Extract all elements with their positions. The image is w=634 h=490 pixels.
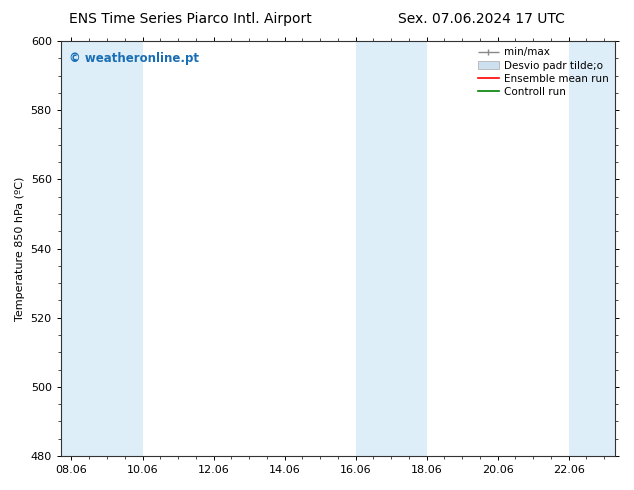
Bar bbox=[61, 41, 143, 456]
Legend: min/max, Desvio padr tilde;o, Ensemble mean run, Controll run: min/max, Desvio padr tilde;o, Ensemble m… bbox=[474, 43, 612, 101]
Bar bbox=[356, 41, 427, 456]
Text: Sex. 07.06.2024 17 UTC: Sex. 07.06.2024 17 UTC bbox=[398, 12, 566, 26]
Text: © weatheronline.pt: © weatheronline.pt bbox=[69, 51, 199, 65]
Bar bbox=[569, 41, 615, 456]
Text: ENS Time Series Piarco Intl. Airport: ENS Time Series Piarco Intl. Airport bbox=[69, 12, 311, 26]
Y-axis label: Temperature 850 hPa (ºC): Temperature 850 hPa (ºC) bbox=[15, 176, 25, 321]
